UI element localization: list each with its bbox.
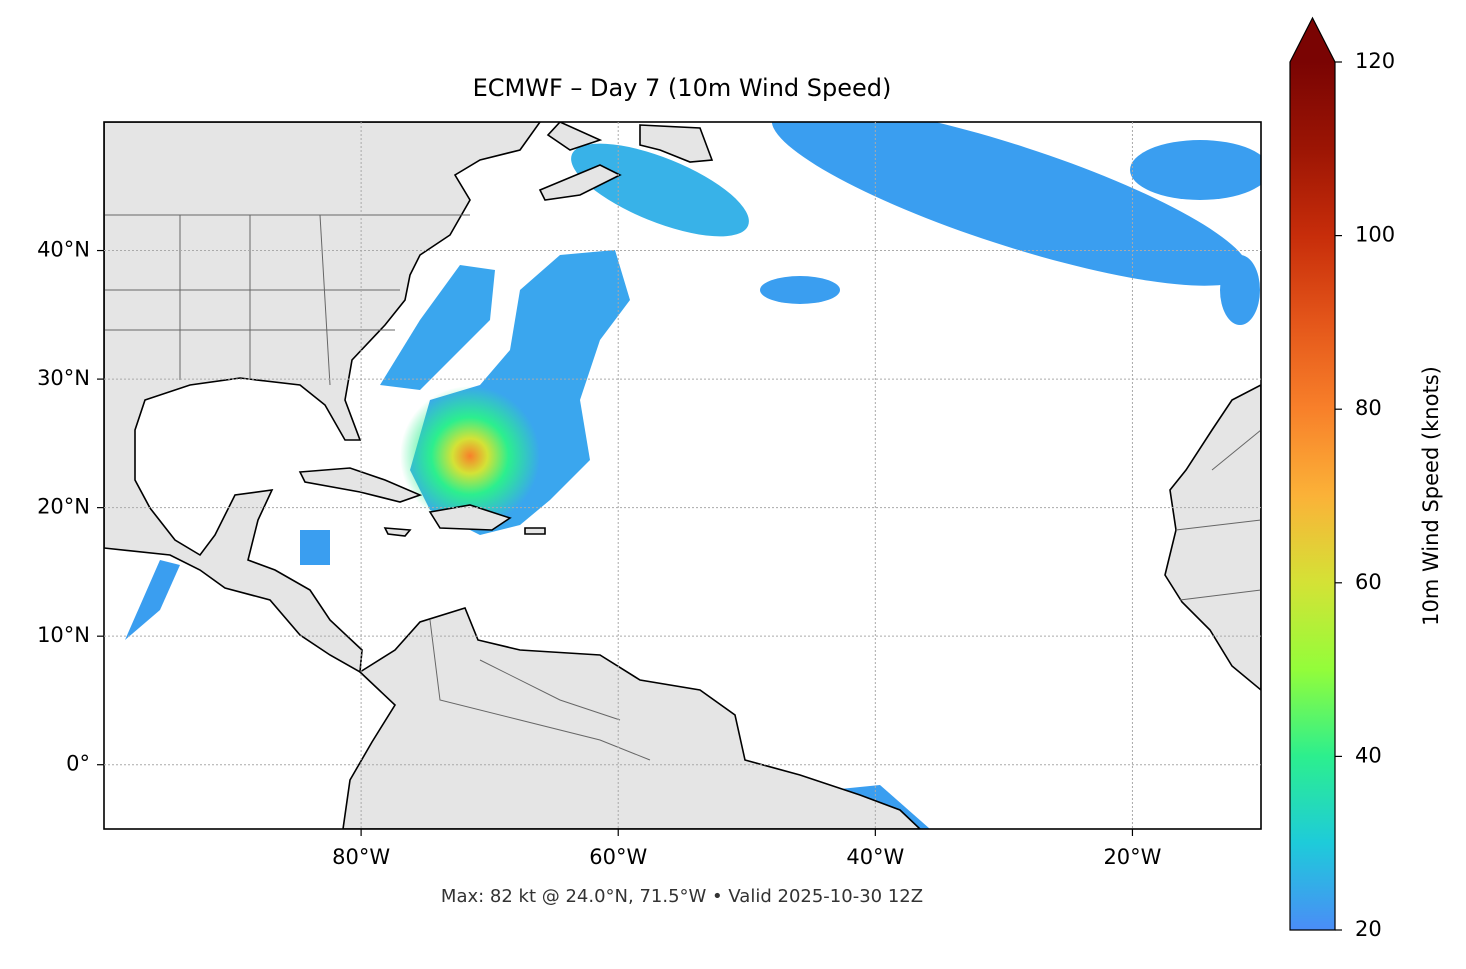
colorbar-extension: [1290, 18, 1335, 62]
wind-swath: [1130, 140, 1261, 200]
x-tick-label: 20°W: [1103, 845, 1161, 869]
y-tick-label: 10°N: [37, 623, 90, 647]
wind-swath: [125, 560, 180, 640]
state-borders: [104, 214, 1261, 761]
north-america: [104, 122, 541, 674]
x-tick-label: 60°W: [589, 845, 647, 869]
colorbar: [1290, 62, 1335, 930]
puerto-rico: [524, 527, 546, 535]
land: [104, 122, 1261, 829]
cuba: [298, 467, 423, 503]
canada-maritimes: [538, 122, 714, 201]
africa: [1164, 384, 1261, 692]
colorbar-tick-label: 100: [1355, 223, 1395, 247]
y-tick-label: 20°N: [37, 495, 90, 519]
colorbar-tick-label: 20: [1355, 917, 1382, 941]
wind-swath: [760, 276, 840, 304]
plot-frame: [103, 121, 1262, 830]
wind-field: [125, 122, 1261, 829]
colorbar-tick-label: 60: [1355, 570, 1382, 594]
x-tick-label: 40°W: [846, 845, 904, 869]
wind-swath: [571, 143, 749, 237]
x-tick-label: 80°W: [332, 845, 390, 869]
storm-core: [400, 386, 540, 526]
south-america: [342, 607, 922, 829]
colorbar-label: 10m Wind Speed (knots): [1419, 366, 1443, 626]
chart-title: ECMWF – Day 7 (10m Wind Speed): [473, 74, 892, 102]
wind-swath: [1220, 255, 1260, 325]
wind-swath: [380, 265, 495, 390]
hispaniola: [428, 504, 512, 531]
map-area: [104, 122, 1261, 829]
wind-swath: [771, 122, 1249, 286]
y-tick-label: 40°N: [37, 238, 90, 262]
colorbar-frame: [1289, 16, 1336, 931]
colorbar-tick-label: 120: [1355, 49, 1395, 73]
wind-swath: [300, 530, 330, 565]
jamaica: [383, 527, 412, 537]
y-tick-label: 30°N: [37, 366, 90, 390]
colorbar-tick-label: 80: [1355, 396, 1382, 420]
colorbar-tick-label: 40: [1355, 743, 1382, 767]
y-tick-label: 0°: [66, 752, 90, 776]
footnote: Max: 82 kt @ 24.0°N, 71.5°W • Valid 2025…: [441, 886, 923, 907]
